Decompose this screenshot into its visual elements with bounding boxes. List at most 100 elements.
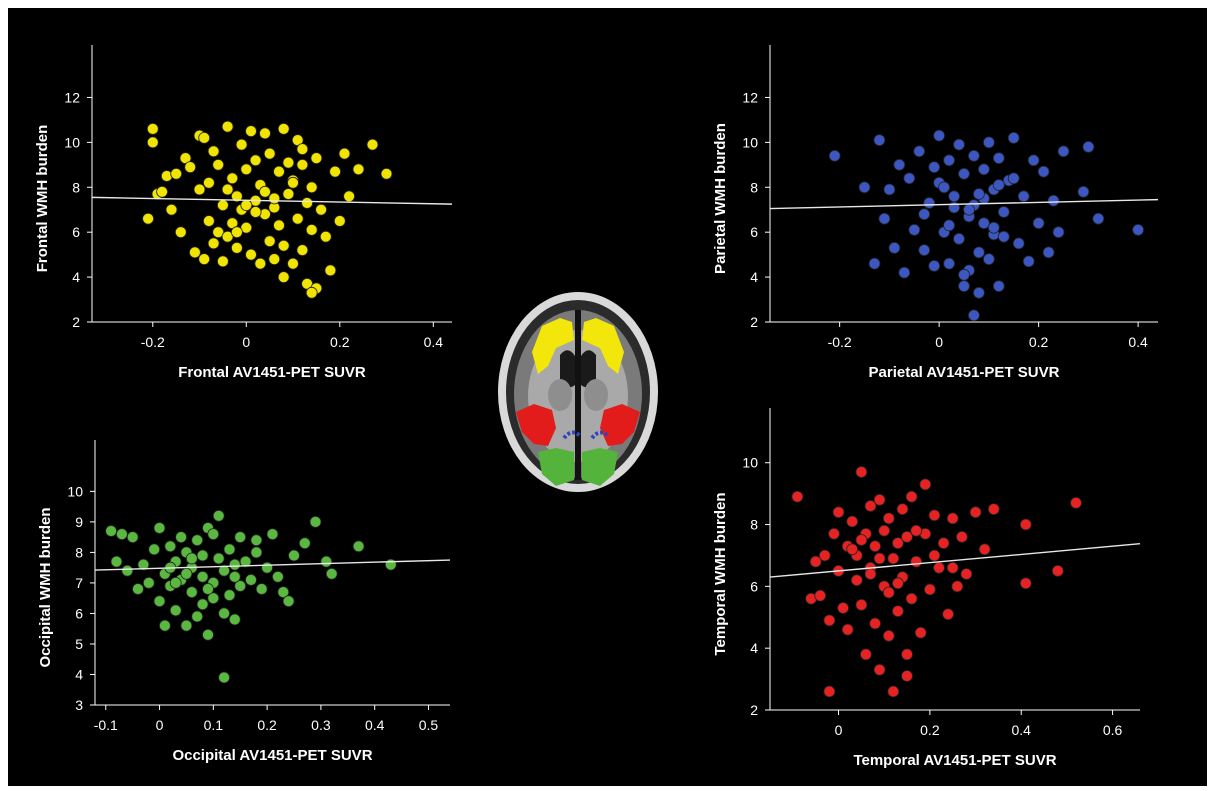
frontal-data-point [235,138,248,151]
occipital-data-point [298,537,311,550]
temporal-data-point [823,685,836,698]
frontal-y-tick-label: 8 [72,179,80,195]
frontal-data-point [282,156,295,169]
temporal-data-point [878,524,891,537]
occipital-data-point [169,604,182,617]
parietal-data-point [987,221,1000,234]
temporal-data-point [860,648,872,661]
occipital-y-tick-label: 6 [75,605,83,621]
frontal-data-point [198,253,211,266]
parietal-data-point [828,149,841,162]
temporal-data-point [846,543,859,556]
occipital-data-point [196,549,209,562]
frontal-data-point [226,172,239,185]
frontal-data-point [259,185,271,198]
frontal-data-point [207,237,220,250]
frontal-data-point [310,152,323,165]
parietal-data-point [1042,246,1055,259]
parietal-data-point [1012,237,1025,250]
temporal-data-point [869,617,881,630]
brain-axial-slice-image [498,292,658,492]
parietal-x-tick-label: -0.2 [828,334,852,350]
temporal-data-point [892,605,904,617]
frontal-data-point [319,230,332,243]
temporal-data-point [869,540,881,553]
frontal-data-point [343,190,356,203]
parietal-x-tick-label: 0.2 [1029,334,1049,350]
frontal-data-point [230,226,243,239]
frontal-data-point [273,165,285,178]
temporal-data-point [832,506,845,519]
frontal-data-point [324,264,337,277]
occipital-y-tick-label: 10 [67,483,83,499]
parietal-data-point [953,138,965,151]
frontal-data-point [221,120,234,133]
occipital-data-point [255,583,268,595]
occipital-data-point [202,628,214,641]
occipital-data-point [212,509,225,522]
occipital-data-point [282,595,295,608]
frontal-data-point [305,181,318,194]
occipital-data-point [153,522,166,534]
frontal-data-point [352,163,365,176]
parietal-region-right [590,430,610,440]
temporal-x-tick-label: 0.6 [1103,722,1123,738]
temporal-data-point [1051,565,1064,577]
temporal-data-point [960,568,973,580]
temporal-data-point [809,555,822,568]
midline-fissure [575,310,581,480]
parietal-x-axis-label: Parietal AV1451-PET SUVR [869,364,1060,381]
temporal-data-point [882,629,895,642]
right-thalamus [584,379,608,411]
temporal-y-tick-label: 10 [742,455,758,471]
temporal-data-point [841,623,854,636]
occipital-y-tick-label: 9 [75,514,83,530]
parietal-data-point [923,197,936,209]
parietal-data-point [1017,190,1030,203]
figure-panel: 2 4 6 8 10 12 -0.2 0 0.2 0.4 Frontal AV1451-PET SU… [8,8,1207,786]
frontal-x-tick-label: 0.2 [330,334,350,350]
parietal-data-point [938,181,950,194]
frontal-data-point [277,123,290,135]
parietal-x-tick-label: 0 [935,334,943,350]
temporal-data-point [946,512,959,525]
parietal-data-point [978,217,990,230]
parietal-data-point [1057,145,1070,158]
frontal-data-point [287,176,299,189]
parietal-data-point [958,167,970,180]
occipital-data-point [164,540,177,553]
occipital-x-tick-label: 0 [156,717,164,733]
temporal-data-point [901,670,913,682]
temporal-data-point [1019,518,1032,531]
occipital-scatter-chart: 3 4 5 6 7 8 9 10 -0.1 0 0.1 0.2 0.3 0.4 0.5 Occipital A… [37,440,451,764]
parietal-y-tick-label: 4 [750,269,758,285]
temporal-data-point [987,503,1000,516]
frontal-region-right [582,318,624,374]
frontal-data-point [366,138,379,151]
frontal-data-point [296,244,309,257]
parietal-data-point [958,268,970,281]
temporal-data-point [905,592,918,605]
occipital-data-point [121,564,134,577]
temporal-data-point [942,608,954,621]
frontal-data-point [268,253,281,266]
temporal-data-point [892,577,904,590]
temporal-data-point [846,515,859,528]
frontal-data-point [273,219,285,232]
occipital-data-point [207,528,220,540]
occipital-data-point [218,671,231,684]
temporal-data-point [937,537,950,549]
frontal-data-point [240,221,253,234]
frontal-data-point [212,226,225,239]
temporal-data-point [951,580,964,593]
occipital-data-point [277,586,290,598]
temporal-data-point [814,589,827,602]
temporal-data-point [978,543,991,556]
parietal-data-point [943,219,955,232]
parietal-data-point [903,172,916,185]
temporal-data-point [901,531,913,543]
temporal-data-point [818,549,831,562]
frontal-data-point [212,158,225,171]
occipital-y-tick-label: 8 [75,544,83,560]
parietal-data-point [963,203,975,216]
